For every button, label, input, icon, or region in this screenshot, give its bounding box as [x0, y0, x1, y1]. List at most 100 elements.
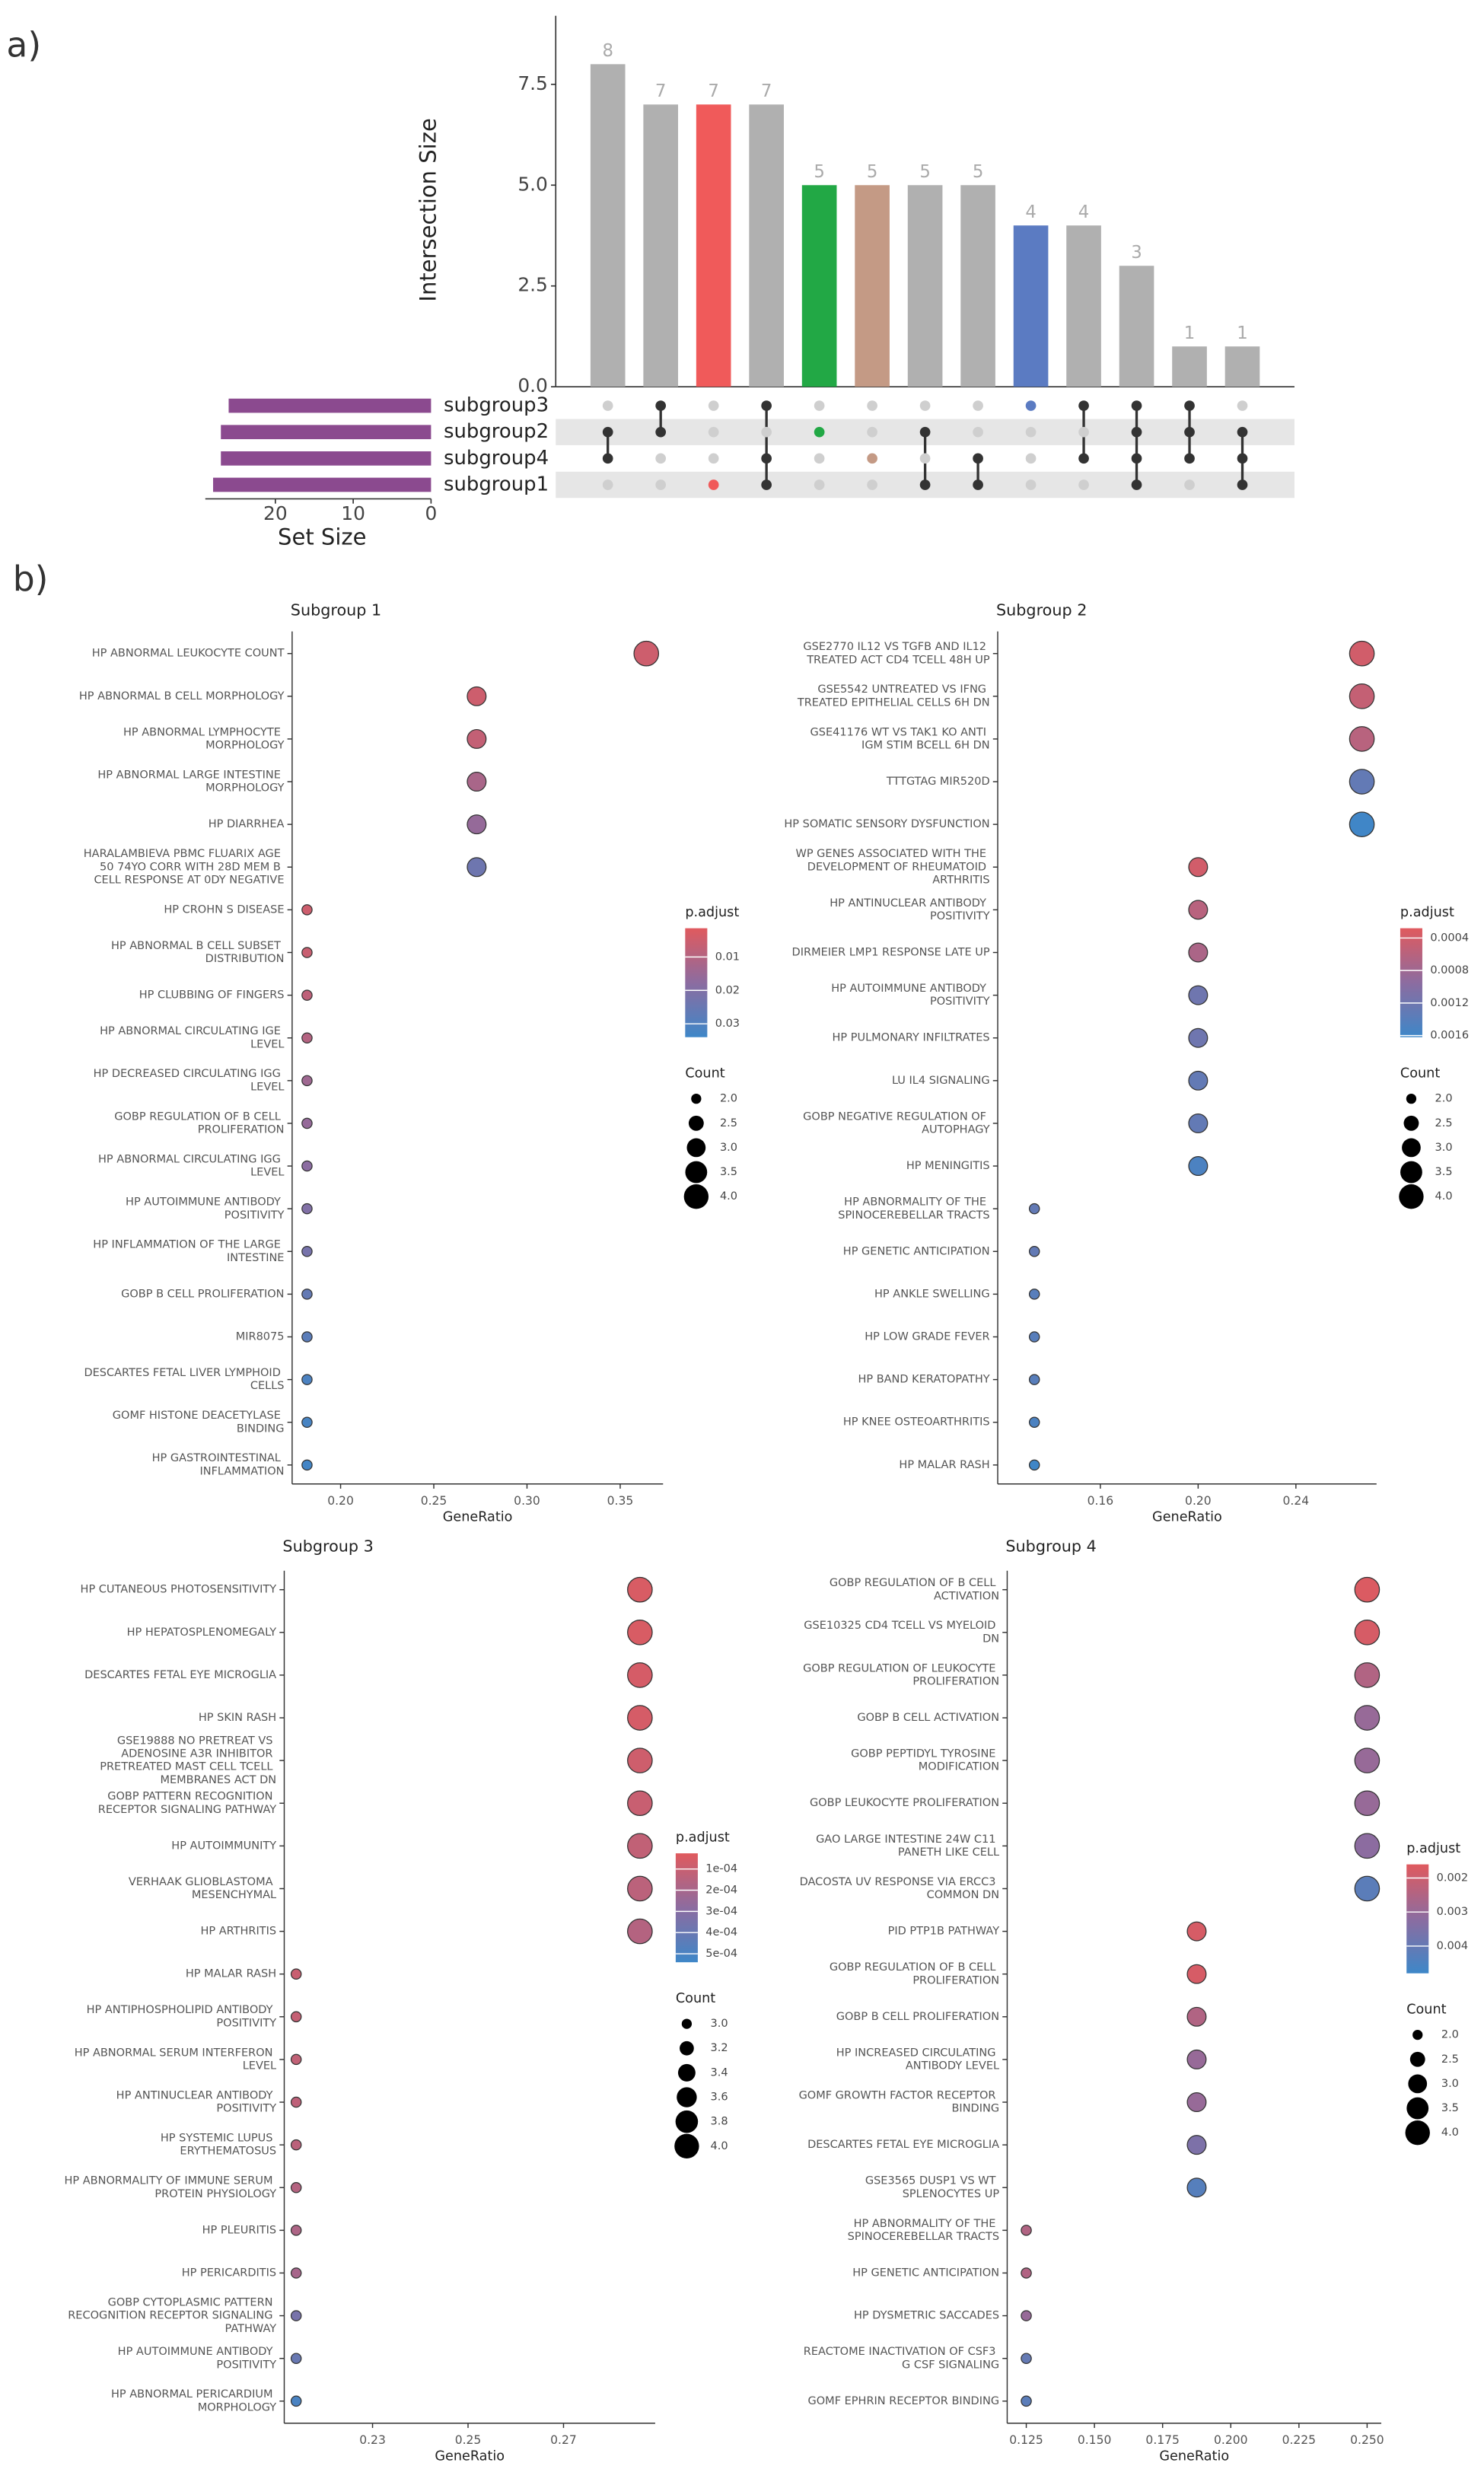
- dot: [1028, 1203, 1040, 1215]
- bar: [1224, 346, 1260, 387]
- bar: [960, 185, 995, 387]
- term-label: PID PTP1B PATHWAY: [888, 1926, 1000, 1938]
- term-label: HP GASTROINTESTINAL INFLAMMATION: [152, 1452, 285, 1477]
- dot: [1028, 1246, 1040, 1257]
- size-legend-dot: [677, 2063, 696, 2082]
- dot: [1354, 1790, 1381, 1817]
- matrix-dot: [973, 426, 983, 438]
- dot: [1186, 2135, 1207, 2155]
- matrix-dot: [867, 426, 877, 438]
- bar-label: 7: [761, 81, 772, 101]
- dot: [1186, 1964, 1207, 1984]
- colorbar-tick-label: 4e-04: [705, 1926, 737, 1939]
- matrix-dot: [973, 453, 983, 464]
- matrix-dot: [655, 426, 667, 438]
- colorbar-tick-label: 0.003: [1437, 1906, 1469, 1918]
- colorbar-tick-label: 0.0008: [1430, 964, 1469, 976]
- term-label: HP CLUBBING OF FINGERS: [139, 989, 285, 1002]
- dot: [627, 1662, 653, 1688]
- dot: [1028, 1331, 1040, 1343]
- size-legend-label: 3.0: [711, 2018, 728, 2030]
- matrix-dot: [655, 400, 667, 411]
- panel-label: b): [13, 559, 49, 599]
- dot: [1188, 985, 1209, 1005]
- term-label: GOBP PATTERN RECOGNITION RECEPTOR SIGNAL…: [98, 1791, 276, 1816]
- term-label: HP CROHN S DISEASE: [164, 903, 284, 916]
- panel-title: Subgroup 2: [996, 601, 1087, 620]
- y-tick-label: 5.0: [517, 173, 548, 195]
- term-label: HP ABNORMAL B CELL MORPHOLOGY: [79, 690, 285, 702]
- matrix-dot: [919, 400, 931, 411]
- x-axis-title: GeneRatio: [443, 1509, 513, 1524]
- bar: [1066, 225, 1101, 387]
- panel-title: Subgroup 3: [282, 1537, 373, 1556]
- dot: [1188, 1027, 1209, 1048]
- dot: [301, 1459, 313, 1471]
- size-legend-label: 2.0: [1435, 1093, 1453, 1105]
- x-tick-label: 0.20: [327, 1494, 354, 1508]
- term-label: GOBP B CELL ACTIVATION: [857, 1712, 999, 1724]
- dot: [1349, 726, 1375, 752]
- dot: [301, 1246, 313, 1257]
- colorbar-tick-label: 0.0004: [1430, 932, 1469, 944]
- matrix-dot: [919, 426, 931, 438]
- size-legend-dot: [685, 1161, 708, 1184]
- dot: [1028, 1374, 1040, 1385]
- term-label: HP DYSMETRIC SACCADES: [854, 2310, 999, 2322]
- size-legend-label: 3.2: [711, 2042, 728, 2054]
- term-label: HP KNEE OSTEOARTHRITIS: [843, 1416, 990, 1429]
- y-tick-label: 0.0: [517, 374, 548, 397]
- colorbar: [685, 928, 708, 1037]
- matrix-dot: [1131, 453, 1142, 464]
- dot: [290, 2267, 302, 2279]
- dot: [1354, 1875, 1381, 1902]
- dot: [1188, 1156, 1209, 1177]
- term-label: HP ABNORMALITY OF IMMUNE SERUM PROTEIN P…: [64, 2175, 276, 2200]
- matrix-dot: [761, 400, 772, 411]
- term-label: WP GENES ASSOCIATED WITH THE DEVELOPMENT…: [795, 848, 989, 886]
- x-tick-label: 0.175: [1145, 2433, 1180, 2447]
- size-legend-label: 4.0: [1441, 2127, 1459, 2139]
- dot: [1021, 2310, 1032, 2321]
- dot: [1021, 2395, 1032, 2407]
- legend-title: Count: [1406, 2002, 1446, 2017]
- bar-label: 5: [919, 162, 931, 182]
- term-label: HP MALAR RASH: [899, 1459, 989, 1471]
- x-tick-label: 0.23: [359, 2433, 386, 2447]
- term-label: HP SOMATIC SENSORY DYSFUNCTION: [784, 818, 989, 830]
- dot: [1349, 640, 1375, 667]
- term-label: VERHAAK GLIOBLASTOMA MESENCHYMAL: [129, 1876, 276, 1901]
- size-legend-dot: [681, 2018, 693, 2029]
- bar: [907, 185, 943, 387]
- bar: [1172, 346, 1207, 387]
- colorbar: [675, 1853, 698, 1963]
- size-legend-label: 3.5: [1435, 1166, 1453, 1178]
- dot: [627, 1875, 653, 1902]
- matrix-dot: [708, 400, 719, 411]
- size-legend-dot: [1408, 2074, 1428, 2094]
- size-legend-label: 3.5: [720, 1166, 737, 1178]
- panel-title: Subgroup 1: [291, 601, 381, 620]
- dot: [290, 2053, 302, 2066]
- dot: [1349, 769, 1375, 795]
- colorbar: [1400, 928, 1422, 1037]
- y-tick-label: 7.5: [517, 72, 548, 94]
- term-label: GOBP PEPTIDYL TYROSINE MODIFICATION: [851, 1748, 999, 1773]
- matrix-dot: [1078, 479, 1089, 490]
- x-tick-label: 0.24: [1283, 1494, 1310, 1508]
- colorbar-tick-label: 0.0012: [1430, 997, 1469, 1009]
- term-label: HP LOW GRADE FEVER: [865, 1330, 989, 1343]
- matrix-dot: [1237, 400, 1248, 411]
- term-label: HP ABNORMAL SERUM INTERFERON LEVEL: [75, 2047, 276, 2072]
- dot: [1021, 2353, 1032, 2364]
- legend-title: Count: [676, 1991, 715, 2006]
- matrix-dot: [761, 453, 772, 464]
- x-axis-title: GeneRatio: [1152, 1509, 1222, 1524]
- matrix-dot: [814, 400, 825, 411]
- dot: [301, 904, 313, 916]
- matrix-dot: [602, 426, 613, 438]
- term-label: GOMF HISTONE DEACETYLASE BINDING: [113, 1410, 285, 1435]
- dot: [627, 1790, 653, 1817]
- size-legend-dot: [688, 1115, 704, 1131]
